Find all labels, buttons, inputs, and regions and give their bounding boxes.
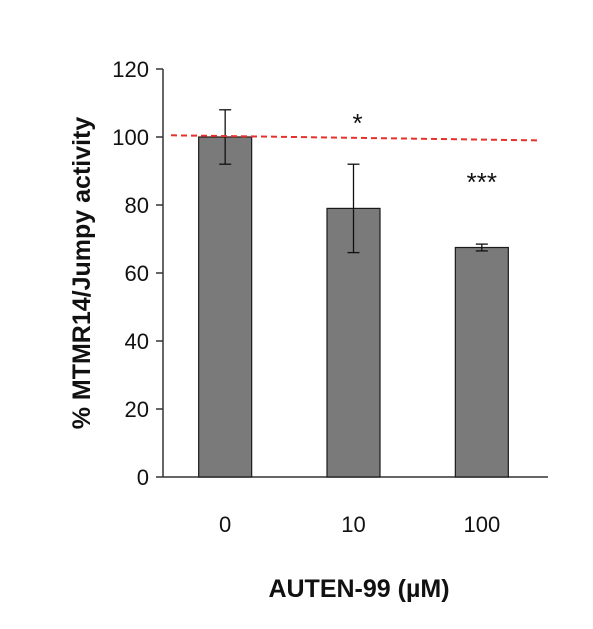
x-axis-title: AUTEN-99 (µM) <box>268 575 449 603</box>
x-tick-label: 0 <box>219 512 231 537</box>
y-tick-label: 100 <box>112 125 149 150</box>
x-tick-label: 100 <box>463 512 500 537</box>
y-tick-label: 20 <box>125 397 149 422</box>
y-axis: 0 20 40 60 80 100 120 <box>112 57 164 490</box>
reference-line <box>170 134 541 142</box>
y-tick-label: 120 <box>112 57 149 82</box>
y-tick-label: 40 <box>125 329 149 354</box>
bar <box>198 136 253 478</box>
y-tick-label: 80 <box>125 193 149 218</box>
x-tick-label: 10 <box>341 512 365 537</box>
y-tick-label: 0 <box>137 465 149 490</box>
x-axis: 0 10 100 <box>163 476 548 537</box>
significance-label: * <box>352 108 362 138</box>
significance-label: *** <box>467 167 497 197</box>
bar <box>454 246 509 478</box>
y-axis-title: % MTMR14/Jumpy activity <box>68 117 96 430</box>
y-tick-label: 60 <box>125 261 149 286</box>
